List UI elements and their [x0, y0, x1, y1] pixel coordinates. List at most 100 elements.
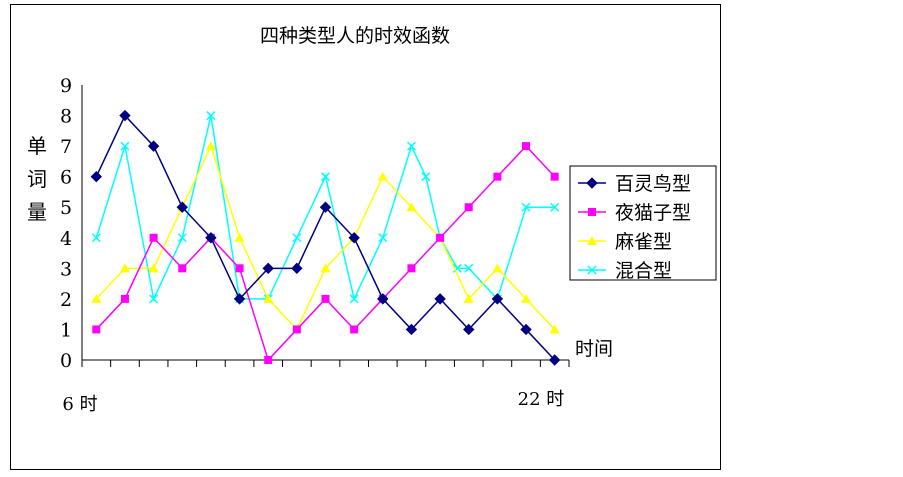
data-point: [464, 203, 473, 212]
data-point-stroke: [464, 263, 474, 273]
y-tick-label: 1: [60, 319, 72, 341]
data-point-stroke: [149, 294, 159, 304]
data-point: [120, 294, 129, 303]
data-point: [587, 236, 597, 245]
data-point: [120, 141, 130, 151]
data-point: [205, 232, 217, 244]
legend-label: 百灵鸟型: [615, 173, 691, 195]
legend-item: 混合型: [578, 260, 672, 282]
y-axis-label: 单词量: [27, 134, 47, 224]
data-point: [148, 263, 159, 273]
data-point: [521, 202, 531, 212]
data-point: [348, 232, 360, 244]
data-point: [235, 264, 244, 273]
data-point: [205, 141, 216, 151]
data-point: [520, 323, 532, 336]
data-point: [436, 233, 445, 242]
data-point: [492, 263, 503, 273]
data-point: [406, 202, 417, 212]
data-point: [147, 140, 160, 152]
x-end-label: 22 时: [518, 389, 565, 410]
data-point-stroke: [406, 141, 416, 151]
data-point-stroke: [177, 233, 187, 243]
y-axis-label-char: 词: [27, 167, 47, 191]
data-point-stroke: [452, 263, 462, 273]
data-point: [421, 172, 431, 182]
data-point: [149, 294, 159, 304]
data-point: [177, 233, 187, 243]
data-point: [264, 356, 273, 364]
y-tick-label: 3: [60, 258, 72, 280]
y-axis-label-char: 单: [27, 134, 47, 158]
data-point-stroke: [349, 294, 359, 304]
data-point: [262, 262, 274, 275]
data-point-stroke: [378, 233, 388, 243]
data-point: [320, 172, 331, 182]
data-point: [550, 202, 560, 212]
legend-label: 夜猫子型: [615, 202, 691, 224]
data-point-stroke: [421, 172, 431, 182]
y-tick-label: 8: [60, 106, 72, 128]
data-point: [588, 208, 596, 216]
data-point: [522, 142, 531, 151]
data-point: [452, 263, 462, 273]
data-point-stroke: [91, 233, 101, 243]
y-tick-label: 7: [60, 136, 72, 158]
x-start-label: 6 时: [62, 394, 97, 415]
data-point: [234, 232, 245, 242]
data-point: [463, 323, 475, 336]
data-point: [90, 170, 103, 183]
legend-item: 夜猫子型: [578, 202, 691, 224]
data-point: [91, 233, 101, 243]
data-point: [233, 293, 246, 305]
data-point: [464, 263, 474, 273]
y-tick-labels: 0 1 2 3 4 5 6 7 8 9: [60, 75, 72, 372]
legend-item: 百灵鸟型: [578, 173, 691, 195]
y-tick-label: 6: [60, 167, 72, 189]
series-line: [95, 114, 556, 361]
data-point: [407, 264, 416, 273]
data-point: [149, 233, 158, 242]
y-tick-label: 4: [60, 228, 72, 250]
series-1: [90, 109, 561, 366]
data-point-stroke: [292, 233, 302, 243]
data-point: [178, 264, 187, 273]
x-ticks: [81, 360, 570, 367]
data-point: [350, 325, 359, 334]
x-axis-label: 时间: [575, 338, 613, 360]
data-point-stroke: [120, 141, 130, 151]
data-point: [321, 294, 330, 303]
data-point: [119, 109, 131, 122]
legend-item: 麻雀型: [578, 231, 672, 253]
data-point: [548, 354, 561, 366]
data-point: [206, 111, 216, 121]
data-point: [263, 293, 274, 303]
chart-frame: [10, 4, 721, 470]
data-point-stroke: [320, 172, 331, 182]
data-point-stroke: [521, 202, 531, 212]
y-tick-label: 2: [60, 289, 72, 311]
data-point: [320, 263, 331, 273]
series-layer: [90, 109, 561, 366]
data-point: [377, 293, 389, 305]
data-point: [406, 141, 416, 151]
data-point: [550, 172, 559, 181]
chart-title: 四种类型人的时效函数: [260, 25, 450, 47]
series-4: [91, 111, 560, 304]
data-point: [463, 293, 474, 303]
legend-label: 麻雀型: [615, 231, 672, 253]
legend-label: 混合型: [615, 260, 672, 282]
data-point: [378, 233, 388, 243]
data-point: [491, 293, 504, 305]
data-point: [405, 323, 418, 336]
data-point-stroke: [550, 202, 560, 212]
data-point: [434, 293, 446, 305]
series-3: [91, 141, 560, 334]
data-point: [493, 172, 502, 181]
data-point: [119, 263, 130, 273]
data-point: [549, 324, 560, 334]
data-point: [92, 325, 101, 334]
data-point: [377, 171, 388, 181]
